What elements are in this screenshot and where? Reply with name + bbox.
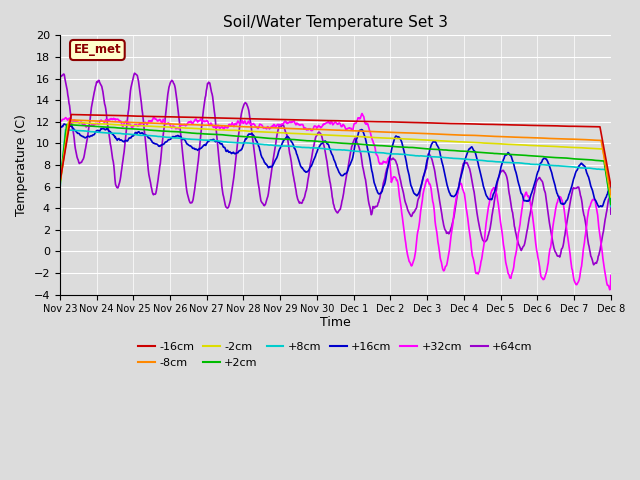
+64cm [159,136,166,142]
-8cm [381,129,389,135]
+8cm [607,204,614,209]
+8cm [61,127,69,132]
-16cm [589,124,596,130]
+32cm [607,273,614,278]
+64cm [381,174,389,180]
-2cm [159,124,166,130]
-8cm [285,126,293,132]
-2cm [65,120,72,125]
+16cm [56,165,63,171]
+32cm [358,111,366,117]
+32cm [606,287,614,293]
+16cm [159,142,166,147]
+16cm [595,204,603,210]
-2cm [56,184,63,190]
+2cm [63,121,70,127]
+64cm [607,211,614,217]
+16cm [589,188,596,193]
+2cm [607,202,614,207]
-2cm [381,135,389,141]
+32cm [56,161,63,167]
-16cm [285,117,293,122]
+32cm [83,124,90,130]
Line: +8cm: +8cm [60,130,611,206]
Line: -8cm: -8cm [60,120,611,194]
-8cm [589,137,596,143]
+16cm [381,180,389,185]
+16cm [607,202,614,208]
-8cm [66,117,74,123]
Line: -16cm: -16cm [60,115,611,186]
+8cm [159,134,166,140]
-16cm [56,180,63,186]
Y-axis label: Temperature (C): Temperature (C) [15,114,28,216]
+64cm [83,142,90,147]
-16cm [607,183,614,189]
Line: -2cm: -2cm [60,122,611,197]
-2cm [285,131,293,136]
+16cm [285,135,293,141]
-16cm [67,112,75,118]
Line: +64cm: +64cm [60,73,611,265]
-8cm [83,118,91,123]
Title: Soil/Water Temperature Set 3: Soil/Water Temperature Set 3 [223,15,448,30]
+64cm [56,130,63,136]
-16cm [159,114,166,120]
+32cm [285,120,292,126]
Line: +32cm: +32cm [60,114,611,290]
+2cm [580,156,588,162]
-16cm [580,124,588,130]
+2cm [589,157,596,163]
+64cm [589,258,596,264]
+2cm [159,128,166,134]
-2cm [589,145,596,151]
+32cm [158,119,166,125]
+8cm [56,188,63,193]
+2cm [381,143,389,149]
+32cm [580,243,588,249]
+64cm [285,146,293,152]
+16cm [580,163,588,168]
+2cm [56,182,63,188]
+8cm [589,166,596,171]
+64cm [131,71,138,76]
+16cm [83,134,91,140]
+2cm [285,136,293,142]
-2cm [83,120,91,126]
+32cm [381,159,389,165]
-16cm [381,119,389,125]
+64cm [580,212,588,218]
-8cm [159,120,166,126]
Line: +16cm: +16cm [60,124,611,207]
-8cm [607,192,614,197]
-8cm [56,181,63,187]
+8cm [285,144,293,149]
+8cm [580,165,588,171]
X-axis label: Time: Time [320,316,351,329]
Text: EE_met: EE_met [74,44,121,57]
-2cm [607,194,614,200]
Legend: -16cm, -8cm, -2cm, +2cm, +8cm, +16cm, +32cm, +64cm: -16cm, -8cm, -2cm, +2cm, +8cm, +16cm, +3… [134,337,537,372]
+2cm [83,123,91,129]
Line: +2cm: +2cm [60,124,611,204]
-16cm [83,112,91,118]
+8cm [83,128,91,134]
+64cm [590,262,598,268]
+16cm [61,121,68,127]
+8cm [381,150,389,156]
-2cm [580,145,588,151]
-8cm [580,137,588,143]
+32cm [589,197,596,203]
